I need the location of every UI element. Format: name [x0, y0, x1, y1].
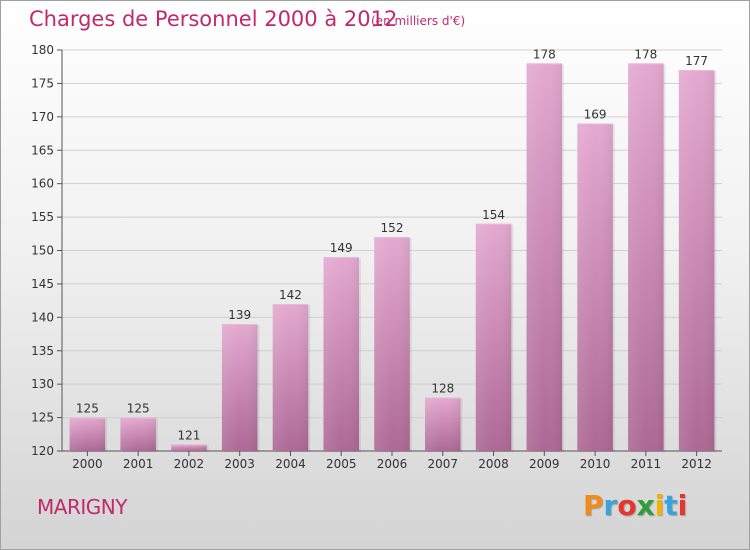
- logo-letter: t: [664, 489, 678, 522]
- x-tick-label: 2008: [478, 457, 509, 471]
- x-tick-label: 2010: [580, 457, 611, 471]
- bar-highlight: [628, 63, 664, 451]
- y-tick-label: 180: [31, 43, 54, 57]
- y-tick-label: 155: [31, 210, 54, 224]
- proxiti-logo: Proxiti: [583, 489, 687, 522]
- y-tick-label: 175: [31, 76, 54, 90]
- bar-highlight: [69, 417, 106, 451]
- y-tick-label: 150: [31, 244, 54, 258]
- bar-value-label: 121: [177, 428, 200, 442]
- x-tick-label: 2011: [631, 457, 662, 471]
- x-tick-label: 2002: [174, 457, 205, 471]
- bar-value-label: 149: [330, 241, 353, 255]
- bar-highlight: [221, 324, 258, 451]
- x-tick-label: 2006: [377, 457, 408, 471]
- bar-highlight: [425, 397, 461, 451]
- bar-value-label: 152: [381, 221, 404, 235]
- x-tick-label: 2007: [427, 457, 458, 471]
- bar-highlight: [577, 123, 613, 452]
- logo-letter: o: [617, 489, 637, 522]
- y-tick-label: 170: [31, 110, 54, 124]
- bar-highlight: [526, 63, 563, 451]
- logo-letter: P: [583, 489, 604, 522]
- logo-letter: x: [636, 489, 655, 522]
- bar-value-label: 125: [127, 402, 150, 416]
- x-tick-label: 2003: [224, 457, 255, 471]
- y-tick-label: 130: [31, 377, 54, 391]
- y-tick-label: 165: [31, 143, 54, 157]
- bar-value-label: 177: [685, 54, 708, 68]
- bar-highlight: [272, 303, 309, 451]
- bar-value-label: 178: [533, 47, 556, 61]
- y-tick-label: 125: [31, 411, 54, 425]
- bar-value-label: 139: [228, 308, 251, 322]
- logo-letter: i: [677, 489, 688, 522]
- bar-value-label: 154: [482, 208, 505, 222]
- y-tick-label: 120: [31, 444, 54, 458]
- labels: 120 125 130 135 140 145 150 155 160 165 170 175 180 2…: [31, 43, 712, 471]
- bar-value-label: 169: [584, 108, 607, 122]
- y-tick-label: 140: [31, 310, 54, 324]
- x-tick-label: 2005: [326, 457, 357, 471]
- x-tick-label: 2009: [529, 457, 560, 471]
- bar-value-label: 142: [279, 288, 302, 302]
- y-tick-label: 135: [31, 344, 54, 358]
- x-tick-label: 2000: [72, 457, 103, 471]
- bar-highlight: [374, 237, 410, 451]
- chart-title: Charges de Personnel 2000 à 2012: [29, 7, 398, 31]
- bar-highlight: [475, 223, 512, 451]
- bar-highlight: [120, 417, 156, 451]
- logo-letter: r: [603, 489, 618, 522]
- y-tick-label: 160: [31, 177, 54, 191]
- bar-highlight: [323, 257, 359, 451]
- x-tick-label: 2004: [275, 457, 306, 471]
- bar-value-label: 125: [76, 402, 99, 416]
- y-tick-label: 145: [31, 277, 54, 291]
- bar-highlight: [171, 444, 207, 451]
- x-tick-label: 2012: [681, 457, 712, 471]
- x-tick-label: 2001: [123, 457, 154, 471]
- logo-letter: i: [654, 489, 665, 522]
- bar-value-label: 178: [634, 47, 657, 61]
- bar-highlight: [678, 70, 715, 452]
- commune-name: MARIGNY: [37, 495, 127, 519]
- chart-subtitle: (en milliers d'€): [371, 14, 466, 28]
- bar-value-label: 128: [431, 382, 454, 396]
- bars: [69, 63, 717, 453]
